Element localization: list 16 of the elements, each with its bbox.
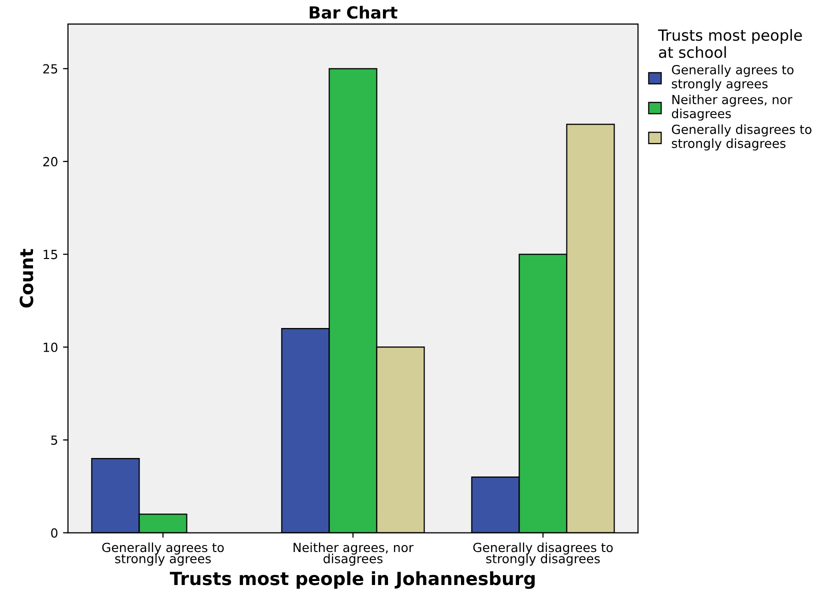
y-tick-label: 25 bbox=[43, 64, 58, 74]
legend-title: Trusts most people at school bbox=[658, 29, 802, 58]
x-tick-label: Neither agrees, nor disagrees bbox=[294, 542, 414, 566]
y-tick-label: 5 bbox=[51, 436, 58, 445]
legend-label: Generally disagrees to strongly disagrees bbox=[672, 124, 812, 151]
x-tick-label: Generally disagrees to strongly disagrees bbox=[473, 542, 613, 566]
legend-label: Generally agrees to strongly agrees bbox=[672, 64, 794, 91]
legend-label: Neither agrees, nor disagrees bbox=[672, 94, 792, 121]
chart-title: Bar Chart bbox=[310, 6, 398, 19]
y-tick-label: 15 bbox=[44, 250, 58, 260]
y-tick-label: 10 bbox=[44, 342, 58, 352]
y-tick-label: 0 bbox=[51, 528, 58, 538]
y-tick-label: 20 bbox=[43, 156, 58, 166]
x-axis-title: Trusts most people in Johannesburg bbox=[170, 571, 535, 589]
x-tick-label: Generally agrees to strongly agrees bbox=[102, 542, 224, 566]
y-axis-title: Count bbox=[20, 248, 34, 308]
